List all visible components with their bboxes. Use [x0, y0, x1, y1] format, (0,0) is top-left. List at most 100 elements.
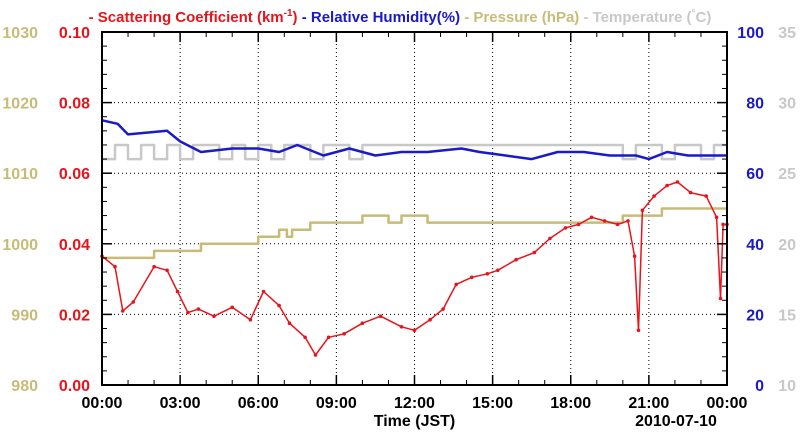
- scattering-coefficient-point: [714, 215, 719, 220]
- pressure-line: [102, 207, 727, 260]
- scattering-coefficient-line: [101, 181, 727, 356]
- scattering-coefficient-point: [532, 250, 537, 255]
- scattering-coefficient-point: [718, 296, 723, 301]
- pressure-tick-label: 1020: [2, 96, 38, 113]
- scattering-coefficient-point: [248, 317, 253, 322]
- scattering-coefficient-point: [626, 219, 630, 223]
- scattering-coefficient-point: [636, 328, 641, 333]
- temperature-tick-label: 30: [778, 96, 796, 113]
- scattering-tick-label: 0.02: [59, 307, 90, 324]
- scattering-coefficient-point: [632, 254, 637, 258]
- scattering-tick-label: 0.08: [59, 96, 90, 113]
- scattering-coefficient-point: [548, 236, 552, 241]
- scattering-coefficient-point: [196, 307, 201, 311]
- scattering-coefficient-point: [454, 282, 459, 287]
- humidity-tick-label: 0: [755, 378, 764, 395]
- legend-suffix: C): [696, 9, 712, 26]
- scattering-tick-label: 0.04: [59, 237, 90, 254]
- scattering-coefficient-point: [470, 275, 474, 280]
- legend-suffix: ): [293, 9, 298, 26]
- x-tick-label: 21:00: [628, 395, 669, 412]
- legend: - Scattering Coefficient (km-1) - Relati…: [89, 8, 712, 26]
- scattering-coefficient-point: [496, 268, 500, 273]
- temperature-tick-label: 20: [778, 237, 796, 254]
- scattering-coefficient-point: [165, 268, 169, 273]
- scattering-coefficient-point: [378, 314, 383, 319]
- pressure-tick-label: 990: [11, 307, 38, 324]
- legend-text: - Scattering Coefficient (km-1) - Relati…: [89, 8, 712, 26]
- pressure-tick-label: 980: [11, 378, 38, 395]
- scattering-coefficient-point: [342, 332, 347, 336]
- x-tick-label: 18:00: [550, 395, 591, 412]
- scattering-coefficient-point: [675, 180, 680, 184]
- temperature-tick-label: 15: [778, 307, 796, 324]
- scattering-coefficient-point: [230, 305, 234, 310]
- axis-ticks: [101, 31, 728, 386]
- pressure-tick-label: 1010: [2, 166, 38, 183]
- x-tick-label: 00:00: [82, 395, 123, 412]
- legend-item: - Temperature (: [579, 9, 691, 26]
- humidity-tick-label: 40: [746, 237, 764, 254]
- scattering-coefficient-point: [615, 222, 620, 227]
- scattering-tick-label: 0.06: [59, 166, 90, 183]
- legend-superscript: -1: [284, 8, 293, 19]
- scattering-coefficient-point: [721, 222, 725, 227]
- scattering-coefficient-point: [576, 222, 581, 227]
- x-axis-label: Time (JST): [374, 413, 456, 430]
- relative-humidity-line: [101, 119, 727, 161]
- scattering-coefficient-point: [704, 194, 708, 198]
- legend-item: - Scattering Coefficient (km: [89, 9, 284, 26]
- legend-superscript: °: [692, 8, 696, 19]
- scattering-tick-label: 0.10: [59, 25, 90, 42]
- scattering-coefficient-point: [186, 310, 190, 315]
- scattering-coefficient-point: [399, 325, 404, 329]
- scattering-coefficient-point: [287, 321, 292, 326]
- scattering-coefficient-point: [277, 303, 281, 308]
- scattering-coefficient-point: [131, 300, 136, 304]
- temperature-tick-label: 35: [778, 25, 796, 42]
- humidity-tick-label: 20: [746, 307, 764, 324]
- scattering-coefficient-point: [640, 208, 645, 213]
- scattering-coefficient-point: [313, 353, 318, 357]
- scattering-coefficient-point: [602, 219, 607, 223]
- scattering-coefficient-point: [175, 289, 180, 294]
- x-tick-label: 15:00: [472, 395, 513, 412]
- series-layer: [100, 119, 729, 357]
- scattering-coefficient-point: [326, 335, 331, 340]
- legend-item: - Pressure (hPa): [460, 9, 579, 26]
- scattering-coefficient-point: [121, 309, 125, 313]
- humidity-tick-label: 80: [746, 96, 764, 113]
- humidity-tick-label: 100: [737, 25, 764, 42]
- scattering-coefficient-point: [360, 321, 365, 326]
- pressure-tick-label: 1030: [2, 25, 38, 42]
- scattering-coefficient-point: [563, 226, 568, 230]
- scattering-coefficient-point: [514, 257, 518, 262]
- humidity-tick-label: 60: [746, 166, 764, 183]
- scattering-coefficient-point: [261, 289, 266, 294]
- x-tick-label: 06:00: [238, 395, 279, 412]
- legend-item: - Relative Humidity(%): [298, 9, 461, 26]
- axis-labels: 10301020101010009909800.100.080.060.040.…: [2, 25, 796, 412]
- x-tick-label: 03:00: [160, 395, 201, 412]
- scattering-tick-label: 0.00: [59, 378, 90, 395]
- scattering-coefficient-point: [688, 190, 693, 195]
- scattering-coefficient-point: [589, 215, 594, 220]
- scattering-coefficient-point: [412, 328, 417, 333]
- x-tick-label: 00:00: [707, 395, 748, 412]
- scattering-coefficient-point: [441, 307, 445, 311]
- scattering-coefficient-point: [303, 335, 307, 340]
- scattering-coefficient-point: [665, 183, 669, 188]
- temperature-tick-label: 25: [778, 166, 796, 183]
- date-label: 2010-07-10: [635, 413, 717, 430]
- scattering-coefficient-point: [212, 314, 216, 319]
- pressure-tick-label: 1000: [2, 237, 38, 254]
- temperature-tick-label: 10: [778, 378, 796, 395]
- temperature-line: [102, 143, 727, 161]
- x-tick-label: 09:00: [316, 395, 357, 412]
- scattering-coefficient-point: [113, 264, 117, 269]
- scattering-coefficient-point: [152, 264, 156, 269]
- scattering-coefficient-point: [485, 272, 490, 276]
- scattering-coefficient-point: [652, 194, 656, 198]
- scattering-coefficient-point: [428, 317, 432, 322]
